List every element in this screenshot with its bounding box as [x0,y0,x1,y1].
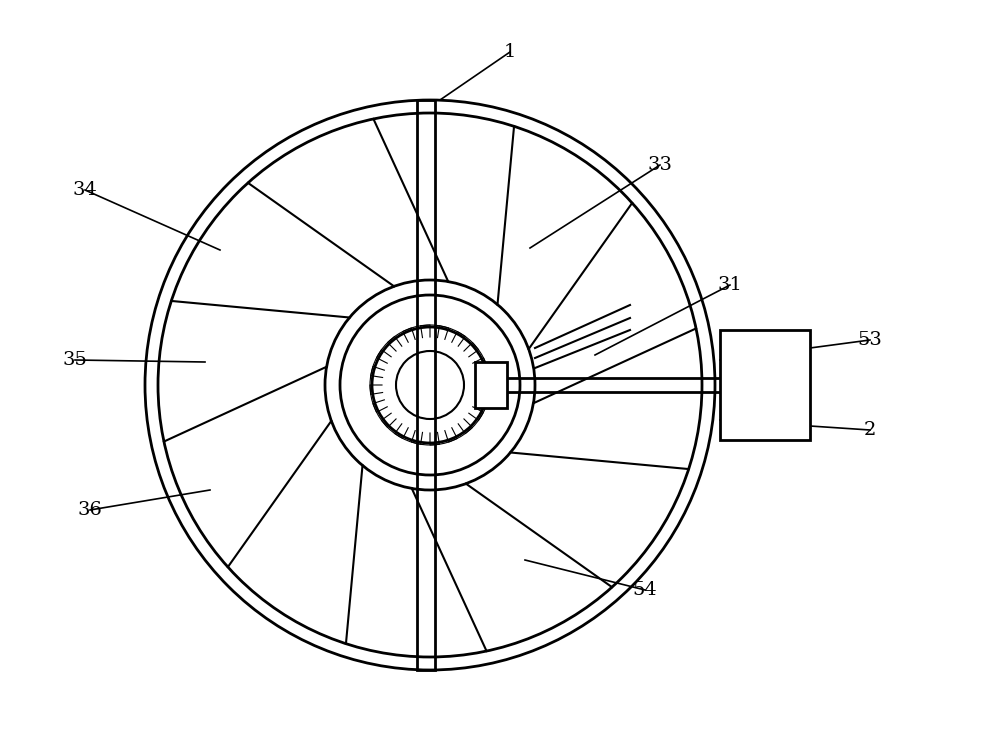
Text: 31: 31 [718,276,742,294]
Text: 54: 54 [633,581,657,599]
Text: 53: 53 [858,331,882,349]
Text: 35: 35 [63,351,87,369]
Text: 36: 36 [78,501,102,519]
Text: 34: 34 [73,181,97,199]
Bar [475,362,507,408]
Bar [720,330,810,440]
Text: 2: 2 [864,421,876,439]
Text: 1: 1 [504,43,516,61]
Text: 33: 33 [648,156,672,174]
Bar [417,100,435,670]
